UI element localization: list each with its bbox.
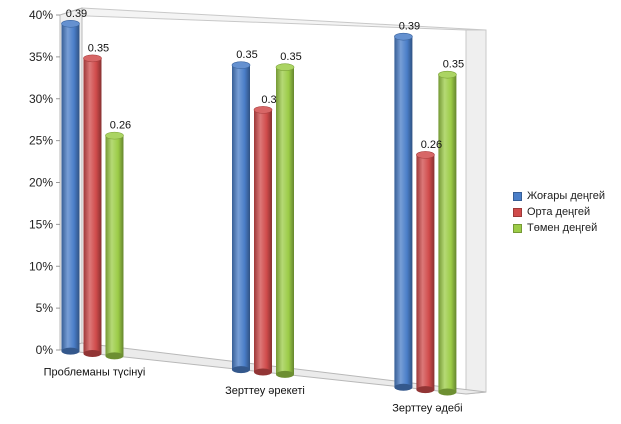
legend-label: Орта деңгей xyxy=(527,206,591,218)
y-tick-label: 30% xyxy=(29,92,53,106)
y-tick-label: 40% xyxy=(29,8,53,22)
bar-base xyxy=(232,366,250,374)
y-tick-label: 15% xyxy=(29,217,53,231)
bar-top xyxy=(83,54,102,63)
y-tick-label: 35% xyxy=(29,50,53,64)
bar xyxy=(105,135,124,356)
bar xyxy=(394,36,413,388)
bar xyxy=(276,67,294,375)
data-label: 0.26 xyxy=(110,120,131,132)
data-label: 0.35 xyxy=(280,51,301,63)
top-edge xyxy=(59,7,487,31)
bar-top xyxy=(61,19,80,28)
legend-label: Төмен деңгей xyxy=(527,222,598,234)
legend: Жоғары деңгей Орта деңгей Төмен деңгей xyxy=(513,188,605,236)
bar-base xyxy=(83,350,102,358)
bar-top xyxy=(416,151,435,159)
y-tick-label: 5% xyxy=(36,301,54,315)
y-tick-label: 20% xyxy=(29,176,53,190)
bar-top xyxy=(275,63,295,71)
bar-base xyxy=(438,388,457,396)
data-label: 0.35 xyxy=(443,59,464,71)
y-tick-label: 0% xyxy=(36,343,54,357)
data-label: 0.35 xyxy=(88,42,109,54)
legend-item: Жоғары деңгей xyxy=(513,188,605,204)
category-label: Зерттеу әрекеті xyxy=(225,385,305,397)
legend-swatch xyxy=(513,207,522,217)
legend-label: Жоғары деңгей xyxy=(527,190,606,202)
legend-item: Орта деңгей xyxy=(513,204,605,220)
bar-top xyxy=(394,32,413,41)
y-tick-label: 10% xyxy=(29,259,53,273)
bar-base xyxy=(61,347,80,355)
category-labels: Проблеманы түсінуі Зерттеу әрекеті Зерттеу… xyxy=(44,367,463,415)
data-label: 0.3 xyxy=(261,94,276,106)
bar-base xyxy=(105,352,124,360)
bar-top xyxy=(438,70,457,79)
bar xyxy=(254,109,272,372)
bar-base xyxy=(394,383,413,391)
category-label: Проблеманы түсінуі xyxy=(44,367,146,379)
bar xyxy=(438,74,457,392)
data-label: 0.39 xyxy=(399,21,420,33)
bar-group xyxy=(61,19,457,396)
legend-swatch xyxy=(513,223,522,233)
data-label: 0.39 xyxy=(66,8,87,20)
data-label: 0.26 xyxy=(421,139,442,151)
category-label: Зерттеу әдебі xyxy=(392,403,462,415)
bar xyxy=(83,58,102,354)
y-axis-ticks: 0% 5% 10% 15% 20% 25% 30% 35% 40% xyxy=(29,8,60,357)
bar xyxy=(232,65,250,370)
legend-item: Төмен деңгей xyxy=(513,220,605,236)
bar-base xyxy=(276,370,294,378)
bar xyxy=(61,23,80,352)
bar xyxy=(416,154,435,390)
data-label: 0.35 xyxy=(236,49,257,61)
bar-top xyxy=(253,106,273,114)
bar-top xyxy=(105,131,124,140)
y-tick-label: 25% xyxy=(29,134,53,148)
bar-top xyxy=(231,61,251,69)
data-labels: 0.39 0.35 0.26 0.35 0.3 0.35 0.39 0.26 0.35 xyxy=(66,8,464,151)
side-wall xyxy=(465,29,487,395)
bar-base xyxy=(254,368,272,376)
legend-swatch xyxy=(513,191,522,201)
bar-base xyxy=(416,386,435,394)
